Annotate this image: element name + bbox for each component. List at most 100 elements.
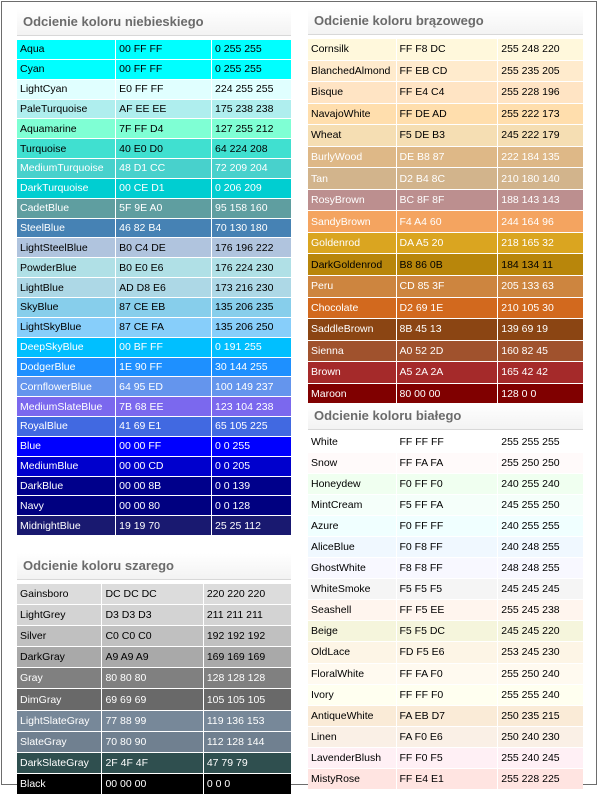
- blue-shades-panel: Odcienie koloru niebieskiego Aqua 00 FF F…: [17, 9, 291, 537]
- rgb-value-cell: 218 165 32: [497, 232, 583, 255]
- hex-code-cell: 69 69 69: [101, 688, 204, 711]
- hex-code-cell: FF FA FA: [396, 452, 499, 475]
- color-row: Linen FA F0 E6 250 240 230: [308, 726, 583, 748]
- color-name-cell: Snow: [308, 452, 397, 475]
- rgb-value-cell: 176 196 222: [211, 237, 291, 259]
- color-row: BlanchedAlmond FF EB CD 255 235 205: [308, 60, 583, 83]
- color-name-cell: Gray: [17, 667, 103, 690]
- color-name-cell: Ivory: [308, 684, 397, 706]
- color-name-cell: CornflowerBlue: [17, 376, 117, 398]
- hex-code-cell: 8B 45 13: [396, 318, 499, 341]
- hex-code-cell: 48 D1 CC: [115, 158, 213, 179]
- panel-title: Odcienie koloru szarego: [17, 553, 291, 580]
- rgb-value-cell: 255 250 240: [497, 663, 583, 685]
- rgb-value-cell: 70 130 180: [211, 218, 291, 239]
- color-name-cell: Honeydew: [308, 473, 397, 496]
- hex-code-cell: 00 FF FF: [115, 59, 213, 80]
- rgb-value-cell: 192 192 192: [203, 625, 291, 648]
- rgb-value-cell: 0 206 209: [211, 178, 291, 199]
- rgb-value-cell: 211 211 211: [203, 604, 291, 627]
- hex-code-cell: DE B8 87: [396, 146, 499, 169]
- color-row: AntiqueWhite FA EB D7 250 235 215: [308, 705, 583, 727]
- rgb-value-cell: 188 143 143: [497, 189, 583, 212]
- color-name-cell: Silver: [17, 625, 103, 648]
- color-row: Sienna A0 52 2D 160 82 45: [308, 340, 583, 363]
- panel-title: Odcienie koloru niebieskiego: [17, 9, 291, 36]
- color-row: DimGray 69 69 69 105 105 105: [17, 688, 291, 711]
- hex-code-cell: F0 FF F0: [396, 473, 499, 496]
- hex-code-cell: AD D8 E6: [115, 277, 213, 298]
- hex-code-cell: 64 95 ED: [115, 376, 213, 398]
- hex-code-cell: DC DC DC: [101, 584, 204, 606]
- hex-code-cell: 7F FF D4: [115, 118, 213, 140]
- rgb-value-cell: 47 79 79: [203, 752, 291, 774]
- color-name-cell: Maroon: [308, 383, 397, 406]
- hex-code-cell: 70 80 90: [101, 731, 204, 753]
- hex-code-cell: CD 85 3F: [396, 275, 499, 298]
- color-name-cell: Aqua: [17, 40, 117, 60]
- rgb-value-cell: 173 216 230: [211, 277, 291, 298]
- color-name-cell: MediumBlue: [17, 456, 117, 477]
- color-name-cell: LightCyan: [17, 79, 117, 100]
- color-row: DarkGray A9 A9 A9 169 169 169: [17, 646, 291, 669]
- hex-code-cell: FF F0 F5: [396, 747, 499, 769]
- color-name-cell: Cyan: [17, 59, 117, 80]
- color-row: Chocolate D2 69 1E 210 105 30: [308, 297, 583, 320]
- color-name-cell: SaddleBrown: [308, 318, 397, 341]
- hex-code-cell: 00 00 8B: [115, 476, 213, 497]
- color-row: Maroon 80 00 00 128 0 0: [308, 383, 583, 406]
- color-row: LightSteelBlue B0 C4 DE 176 196 222: [17, 237, 291, 259]
- rgb-value-cell: 169 169 169: [203, 646, 291, 669]
- rgb-value-cell: 119 136 153: [203, 710, 291, 732]
- hex-code-cell: A5 2A 2A: [396, 361, 499, 384]
- hex-code-cell: F5 FF FA: [396, 494, 499, 517]
- rgb-value-cell: 128 128 128: [203, 667, 291, 690]
- color-name-cell: PaleTurquoise: [17, 99, 117, 120]
- rgb-value-cell: 65 105 225: [211, 416, 291, 437]
- color-row: GhostWhite F8 F8 FF 248 248 255: [308, 557, 583, 580]
- color-row: DarkGoldenrod B8 86 0B 184 134 11: [308, 253, 583, 277]
- color-row: RosyBrown BC 8F 8F 188 143 143: [308, 189, 583, 212]
- hex-code-cell: AF EE EE: [115, 99, 213, 120]
- hex-code-cell: E0 FF FF: [115, 79, 213, 100]
- color-name-cell: LightGrey: [17, 604, 103, 627]
- color-name-cell: Aquamarine: [17, 118, 117, 140]
- rgb-value-cell: 255 248 220: [497, 39, 583, 61]
- color-name-cell: SteelBlue: [17, 218, 117, 239]
- hex-code-cell: 00 00 00: [101, 773, 204, 795]
- rgb-value-cell: 255 228 225: [497, 768, 583, 790]
- color-name-cell: LightSlateGray: [17, 710, 103, 732]
- color-row: SandyBrown F4 A4 60 244 164 96: [308, 210, 583, 233]
- hex-code-cell: 00 BF FF: [115, 337, 213, 358]
- color-row: Tan D2 B4 8C 210 180 140: [308, 167, 583, 190]
- color-table: White FF FF FF 255 255 255 Snow FF FA FA 255 …: [308, 432, 583, 790]
- rgb-value-cell: 135 206 235: [211, 297, 291, 318]
- rgb-value-cell: 255 250 250: [497, 452, 583, 475]
- hex-code-cell: 80 00 00: [396, 383, 499, 406]
- color-name-cell: Blue: [17, 436, 117, 457]
- hex-code-cell: 87 CE FA: [115, 317, 213, 338]
- color-name-cell: NavajoWhite: [308, 103, 397, 126]
- color-row: Goldenrod DA A5 20 218 165 32: [308, 232, 583, 255]
- color-name-cell: MintCream: [308, 494, 397, 517]
- white-shades-panel: Odcienie koloru białego White FF FF FF 255…: [308, 403, 583, 790]
- color-row: MediumTurquoise 48 D1 CC 72 209 204: [17, 158, 291, 179]
- color-name-cell: SlateGray: [17, 731, 103, 753]
- color-row: LavenderBlush FF F0 F5 255 240 245: [308, 747, 583, 769]
- rgb-value-cell: 127 255 212: [211, 118, 291, 140]
- color-name-cell: RoyalBlue: [17, 416, 117, 437]
- color-row: Cyan 00 FF FF 0 255 255: [17, 59, 291, 80]
- panel-title: Odcienie koloru białego: [308, 403, 583, 430]
- rgb-value-cell: 255 222 173: [497, 103, 583, 126]
- color-name-cell: DarkSlateGray: [17, 752, 103, 774]
- hex-code-cell: FD F5 E6: [396, 641, 499, 664]
- color-name-cell: Cornsilk: [308, 39, 397, 61]
- panel-title: Odcienie koloru brązowego: [308, 8, 583, 35]
- color-row: LightCyan E0 FF FF 224 255 255: [17, 79, 291, 100]
- hex-code-cell: D2 B4 8C: [396, 167, 499, 190]
- rgb-value-cell: 245 255 250: [497, 494, 583, 517]
- color-name-cell: SandyBrown: [308, 210, 397, 233]
- rgb-value-cell: 160 82 45: [497, 340, 583, 363]
- rgb-value-cell: 222 184 135: [497, 146, 583, 169]
- color-name-cell: DodgerBlue: [17, 357, 117, 378]
